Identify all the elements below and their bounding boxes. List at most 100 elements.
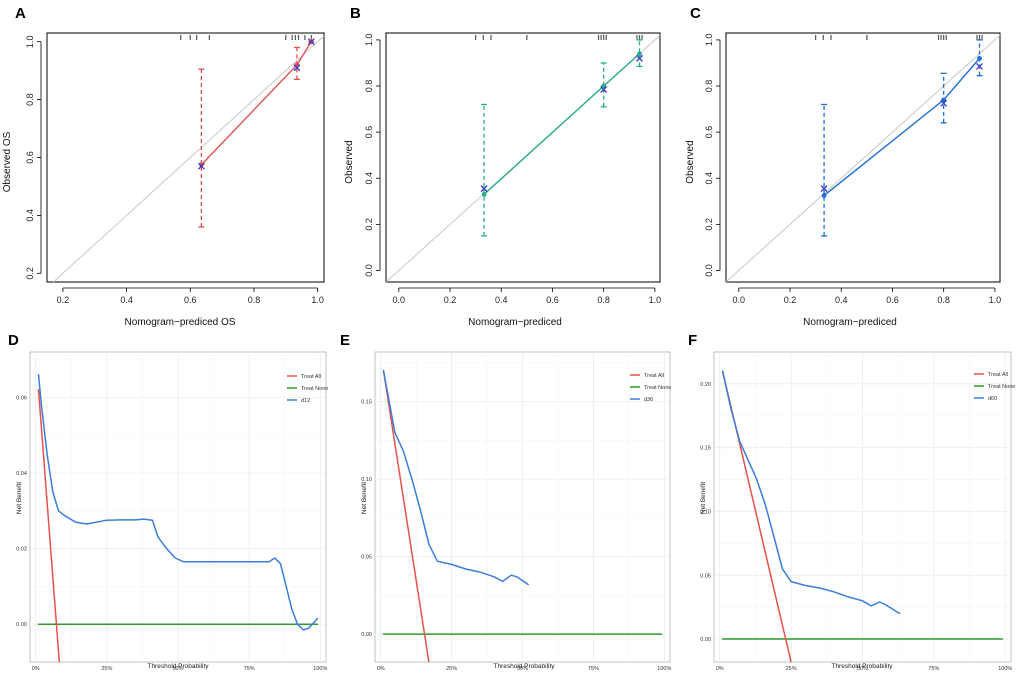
series-line-treat-all bbox=[37, 389, 61, 662]
y-tick-label: 1.0 bbox=[25, 35, 35, 48]
x-tick-label: 0.2 bbox=[784, 295, 797, 305]
panel-label: D bbox=[8, 332, 19, 349]
panel-a: A 0.2 0.4 0.6 0.8 1.0 0.2 0.4 0.6 0.8 1.0 Nomogram−… bbox=[2, 5, 325, 328]
panel-label: B bbox=[350, 5, 361, 22]
x-tick-label: 0.4 bbox=[835, 295, 848, 305]
x-tick-label: 0.0 bbox=[733, 295, 746, 305]
x-tick-label: 0.0 bbox=[393, 295, 406, 305]
y-tick-label: 0.6 bbox=[704, 126, 714, 139]
y-tick-label: 1.0 bbox=[704, 34, 714, 47]
y-tick-label: 0.2 bbox=[704, 218, 714, 231]
calibration-point bbox=[481, 191, 487, 197]
series-group bbox=[382, 369, 663, 662]
panel-label: A bbox=[15, 5, 26, 22]
bias-corrected-marker bbox=[820, 185, 828, 193]
bias-corrected-marker bbox=[600, 86, 608, 93]
legend-label: Treat None bbox=[644, 385, 671, 391]
bias-corrected-marker bbox=[293, 64, 301, 72]
y-tick-label: 0.02 bbox=[16, 547, 27, 553]
y-tick-label: 0.4 bbox=[364, 172, 374, 185]
calibration-point bbox=[821, 193, 827, 198]
x-axis-title: Nomogram−prediced OS bbox=[125, 317, 236, 328]
series-line-d36 bbox=[382, 369, 529, 586]
x-tick-label: 0.8 bbox=[248, 295, 261, 305]
x-tick-label: 0% bbox=[32, 666, 40, 672]
legend-label: Treat All bbox=[644, 373, 664, 379]
y-tick-label: 0.6 bbox=[364, 126, 374, 139]
x-tick-label: 0.4 bbox=[120, 295, 133, 305]
panel-e: E 0% 25% 50% 75% 100% 0.00 0.05 0.10 0.15 Threshol… bbox=[340, 332, 671, 672]
y-tick-label: 0.4 bbox=[704, 172, 714, 185]
ideal-diagonal-line bbox=[53, 35, 325, 283]
legend-label: d36 bbox=[644, 397, 653, 403]
calibration-point bbox=[637, 51, 642, 57]
x-tick-label: 100% bbox=[657, 666, 671, 672]
y-tick-label: 0.10 bbox=[700, 509, 711, 515]
panel-f: F 0% 25% 50% 75% 100% 0.00 0.05 0.10 0.15 0.20 Thre… bbox=[688, 332, 1015, 672]
x-tick-label: 100% bbox=[998, 666, 1012, 672]
y-axis-title: Observed bbox=[344, 140, 355, 183]
bias-corrected-marker bbox=[480, 185, 488, 193]
legend-label: Treat None bbox=[301, 386, 328, 392]
plot-frame bbox=[725, 32, 1001, 283]
y-tick-label: 0.2 bbox=[25, 267, 35, 280]
x-tick-label: 25% bbox=[786, 666, 797, 672]
bias-corrected-marker bbox=[976, 62, 983, 70]
series-line-d12 bbox=[37, 373, 319, 631]
calibration-point bbox=[199, 162, 204, 168]
x-tick-label: 25% bbox=[446, 666, 457, 672]
y-tick-label: 0.00 bbox=[16, 622, 27, 628]
x-tick-label: 1.0 bbox=[649, 295, 662, 305]
y-tick-label: 1.0 bbox=[364, 34, 374, 47]
x-tick-label: 50% bbox=[857, 666, 868, 672]
y-tick-label: 0.2 bbox=[364, 218, 374, 231]
y-tick-label: 0.00 bbox=[700, 637, 711, 643]
y-tick-label: 0.06 bbox=[16, 395, 27, 401]
x-tick-label: 75% bbox=[588, 666, 599, 672]
legend-label: Treat All bbox=[988, 372, 1008, 378]
x-tick-label: 1.0 bbox=[311, 295, 324, 305]
panel-label: E bbox=[340, 332, 350, 349]
x-axis-title: Threshold Probability bbox=[493, 663, 555, 670]
y-tick-label: 0.4 bbox=[25, 209, 35, 222]
legend-label: d60 bbox=[988, 396, 997, 402]
x-axis-title: Nomogram−prediced bbox=[803, 317, 897, 328]
calibration-point bbox=[941, 97, 947, 103]
panel-label: F bbox=[688, 332, 697, 349]
y-tick-label: 0.05 bbox=[700, 573, 711, 579]
x-tick-label: 0% bbox=[377, 666, 385, 672]
x-tick-label: 0.8 bbox=[937, 295, 950, 305]
y-tick-label: 0.05 bbox=[361, 555, 372, 561]
y-tick-label: 0.04 bbox=[16, 471, 27, 477]
plot-frame bbox=[46, 32, 325, 283]
x-axis-title: Threshold Probability bbox=[147, 663, 209, 670]
series-group bbox=[37, 373, 319, 662]
calibration-point bbox=[601, 83, 607, 89]
y-tick-label: 0.8 bbox=[704, 80, 714, 93]
legend-label: Treat All bbox=[301, 374, 321, 380]
y-tick-label: 0.20 bbox=[700, 382, 711, 388]
x-tick-label: 0.6 bbox=[546, 295, 559, 305]
x-tick-label: 0.8 bbox=[597, 295, 610, 305]
y-tick-label: 0.10 bbox=[361, 477, 372, 483]
bias-corrected-marker bbox=[197, 162, 205, 170]
x-tick-label: 75% bbox=[244, 666, 255, 672]
y-tick-label: 0.6 bbox=[25, 151, 35, 164]
y-tick-label: 0.8 bbox=[364, 80, 374, 93]
x-axis-title: Nomogram−prediced bbox=[468, 317, 562, 328]
calibration-point bbox=[977, 55, 982, 61]
calibration-line bbox=[200, 41, 312, 166]
y-axis-title: Observed OS bbox=[2, 131, 13, 192]
x-tick-label: 50% bbox=[517, 666, 528, 672]
panel-d: D 0% 25% 50% 75% 100% 0.00 0.02 0.04 0.06 Threshol… bbox=[8, 332, 328, 672]
ideal-diagonal-line bbox=[725, 34, 1001, 283]
x-tick-label: 100% bbox=[313, 666, 327, 672]
x-tick-label: 75% bbox=[928, 666, 939, 672]
x-tick-label: 0.6 bbox=[886, 295, 899, 305]
bias-corrected-marker bbox=[940, 99, 948, 107]
x-tick-label: 0.2 bbox=[444, 295, 457, 305]
series-group bbox=[721, 370, 1004, 662]
y-axis-title: Observed bbox=[685, 140, 696, 183]
x-tick-label: 50% bbox=[172, 666, 183, 672]
